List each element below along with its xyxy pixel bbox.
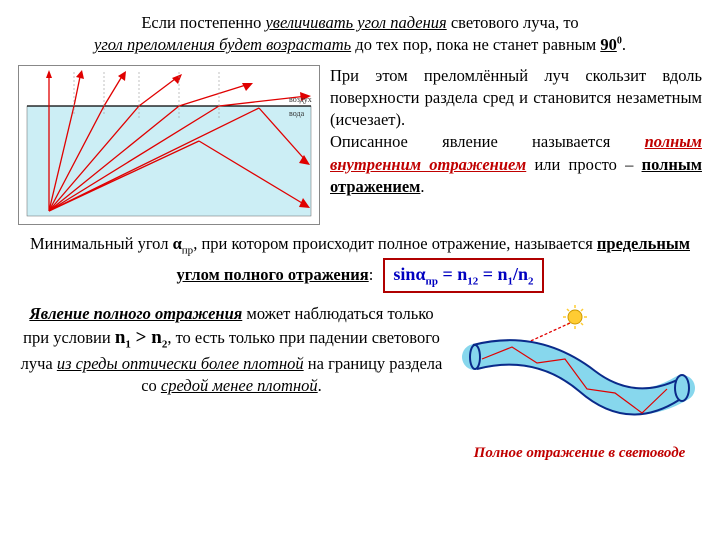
text: : xyxy=(369,265,374,284)
text: до тех пор, пока не станет равным xyxy=(351,35,600,54)
text: Минимальный угол xyxy=(30,234,173,253)
bottom-row: Явление полного отражения может наблюдат… xyxy=(18,303,702,464)
fiber-diagram xyxy=(457,303,702,433)
text: . xyxy=(420,177,424,196)
text: = n xyxy=(438,264,467,284)
subscript: пр xyxy=(426,275,438,287)
symbol: > n xyxy=(131,327,162,348)
fiber-figure: Полное отражение в световоде xyxy=(457,303,702,464)
symbol: n xyxy=(115,327,126,348)
fiber-caption: Полное отражение в световоде xyxy=(457,443,702,463)
text: Описанное явление называется xyxy=(330,132,645,151)
text: , при котором происходит полное отражени… xyxy=(193,234,597,253)
row-diagram-text: воздух вода При этом преломлённый луч ск… xyxy=(18,65,702,225)
term: средой менее плотной xyxy=(161,376,318,395)
text: . xyxy=(622,35,626,54)
text: /n xyxy=(513,264,528,284)
refraction-diagram: воздух вода xyxy=(18,65,320,225)
text: . xyxy=(318,376,322,395)
term: Явление полного отражения xyxy=(29,304,242,323)
condition-paragraph: Явление полного отражения может наблюдат… xyxy=(18,303,445,464)
term: из среды оптически более плотной xyxy=(57,354,304,373)
text-bold: 90 xyxy=(600,35,617,54)
subscript: пр xyxy=(182,244,193,256)
text-emph: увеличивать угол падения xyxy=(265,13,446,32)
text: При этом преломлённый луч скользит вдоль… xyxy=(330,66,702,130)
svg-text:воздух: воздух xyxy=(289,95,312,104)
formula-paragraph: Минимальный угол αпр, при котором происх… xyxy=(18,233,702,294)
symbol: α xyxy=(173,234,182,253)
svg-text:вода: вода xyxy=(289,109,305,118)
intro-paragraph: Если постепенно увеличивать угол падения… xyxy=(18,12,702,57)
text: = n xyxy=(478,264,507,284)
text: или просто – xyxy=(526,155,641,174)
subscript: 12 xyxy=(467,275,478,287)
text: Если постепенно xyxy=(141,13,265,32)
subscript: 2 xyxy=(528,275,534,287)
text-emph: угол преломления будет возрастать xyxy=(94,35,351,54)
description-text: При этом преломлённый луч скользит вдоль… xyxy=(330,65,702,225)
symbol: α xyxy=(415,264,425,284)
text: светового луча, то xyxy=(447,13,579,32)
sun-icon xyxy=(563,305,587,329)
formula-box: sinαпр = n12 = n1/n2 xyxy=(383,258,543,293)
fn: sin xyxy=(393,264,415,284)
